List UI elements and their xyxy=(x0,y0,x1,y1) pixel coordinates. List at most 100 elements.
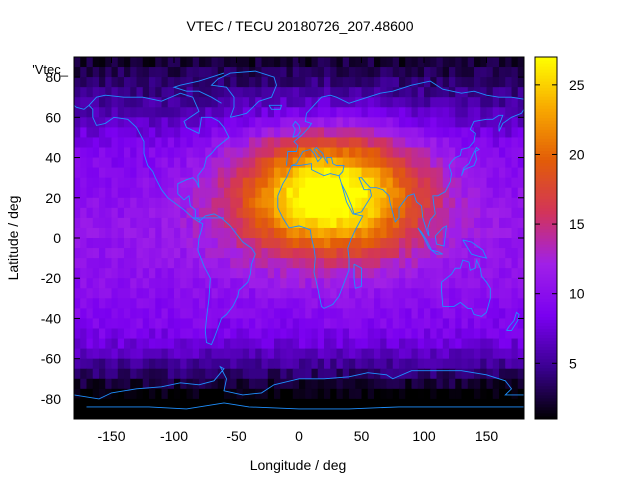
heatmap-cell xyxy=(467,207,475,219)
heatmap-cell xyxy=(149,368,156,380)
heatmap-cell xyxy=(480,107,488,118)
heatmap-cell xyxy=(161,258,169,269)
heatmap-cell xyxy=(486,368,494,380)
heatmap-cell xyxy=(374,157,381,169)
heatmap-cell xyxy=(199,238,206,249)
heatmap-cell xyxy=(305,238,313,249)
heatmap-cell xyxy=(286,308,294,320)
heatmap-cell xyxy=(311,348,319,360)
heatmap-cell xyxy=(155,408,163,419)
heatmap-cell xyxy=(392,217,400,229)
heatmap-cell xyxy=(286,238,294,249)
colorbar-segment xyxy=(535,388,557,393)
heatmap-cell xyxy=(142,217,150,229)
heatmap-cell xyxy=(355,227,363,239)
heatmap-cell xyxy=(192,248,200,259)
heatmap-cell xyxy=(417,318,425,330)
heatmap-cell xyxy=(274,57,281,68)
heatmap-cell xyxy=(149,67,156,78)
coastline xyxy=(431,249,444,255)
heatmap-cell xyxy=(205,258,213,269)
heatmap-cell xyxy=(430,388,438,400)
heatmap-cell xyxy=(399,207,406,219)
heatmap-cell xyxy=(380,348,388,360)
heatmap-cell xyxy=(442,368,450,380)
heatmap-cell xyxy=(211,137,219,149)
heatmap-cell xyxy=(317,137,325,149)
heatmap-cell xyxy=(442,157,450,169)
heatmap-cell xyxy=(105,298,113,309)
colorbar-segment xyxy=(535,156,557,161)
heatmap-cell xyxy=(317,97,325,108)
heatmap-cell xyxy=(261,378,269,390)
heatmap-cell xyxy=(211,278,219,289)
heatmap-cell xyxy=(461,97,469,108)
heatmap-cell xyxy=(411,107,419,118)
heatmap-cell xyxy=(274,288,281,299)
heatmap-cell xyxy=(199,358,206,370)
heatmap-cell xyxy=(136,67,144,78)
heatmap-cell xyxy=(167,328,175,340)
heatmap-cell xyxy=(492,57,500,68)
heatmap-cell xyxy=(492,167,500,179)
heatmap-cell xyxy=(286,298,294,309)
colorbar-segment xyxy=(535,138,557,142)
heatmap-cell xyxy=(217,248,225,259)
heatmap-cell xyxy=(330,137,338,149)
heatmap-cell xyxy=(286,358,294,370)
heatmap-cell xyxy=(286,258,294,269)
heatmap-cell xyxy=(80,107,88,118)
colorbar-segment xyxy=(535,99,557,103)
heatmap-cell xyxy=(349,398,356,410)
heatmap-cell xyxy=(286,167,294,179)
heatmap-cell xyxy=(80,137,88,149)
heatmap-cell xyxy=(174,97,181,108)
heatmap-cell xyxy=(74,348,81,360)
heatmap-cell xyxy=(336,227,344,239)
heatmap-cell xyxy=(342,197,350,209)
heatmap-cell xyxy=(217,207,225,219)
heatmap-cell xyxy=(467,328,475,340)
heatmap-cell xyxy=(105,137,113,149)
heatmap-cell xyxy=(511,308,519,320)
heatmap-cell xyxy=(480,87,488,98)
heatmap-cell xyxy=(86,358,94,370)
heatmap-cell xyxy=(86,258,94,269)
heatmap-cell xyxy=(361,97,369,108)
heatmap-cell xyxy=(499,187,506,199)
heatmap-cell xyxy=(311,197,319,209)
heatmap-cell xyxy=(405,87,413,98)
heatmap-cell xyxy=(249,288,256,299)
heatmap-cell xyxy=(324,167,331,179)
colorbar-segment xyxy=(535,174,557,179)
heatmap-cell xyxy=(374,408,381,419)
heatmap-cell xyxy=(230,217,238,229)
heatmap-cell xyxy=(405,207,413,219)
heatmap-cell xyxy=(124,117,131,128)
heatmap-cell xyxy=(130,258,138,269)
heatmap-cell xyxy=(342,268,350,279)
heatmap-cell xyxy=(424,127,431,139)
heatmap-cell xyxy=(80,207,88,219)
heatmap-cell xyxy=(324,328,331,340)
heatmap-cell xyxy=(211,388,219,400)
heatmap-cell xyxy=(367,268,375,279)
heatmap-cell xyxy=(430,57,438,68)
heatmap-cell xyxy=(367,378,375,390)
heatmap-cell xyxy=(517,147,524,159)
heatmap-cell xyxy=(155,167,163,179)
heatmap-cell xyxy=(205,57,213,68)
heatmap-cell xyxy=(349,248,356,259)
heatmap-cell xyxy=(449,368,456,380)
heatmap-cell xyxy=(342,248,350,259)
heatmap-cell xyxy=(505,217,513,229)
heatmap-cell xyxy=(474,358,481,370)
colorbar-segment xyxy=(535,69,557,73)
heatmap-cell xyxy=(199,248,206,259)
heatmap-cell xyxy=(111,378,119,390)
colorbar-segment xyxy=(535,234,557,239)
heatmap-cell xyxy=(417,77,425,88)
heatmap-cell xyxy=(411,197,419,209)
heatmap-cell xyxy=(436,107,444,118)
heatmap-cell xyxy=(286,87,294,98)
